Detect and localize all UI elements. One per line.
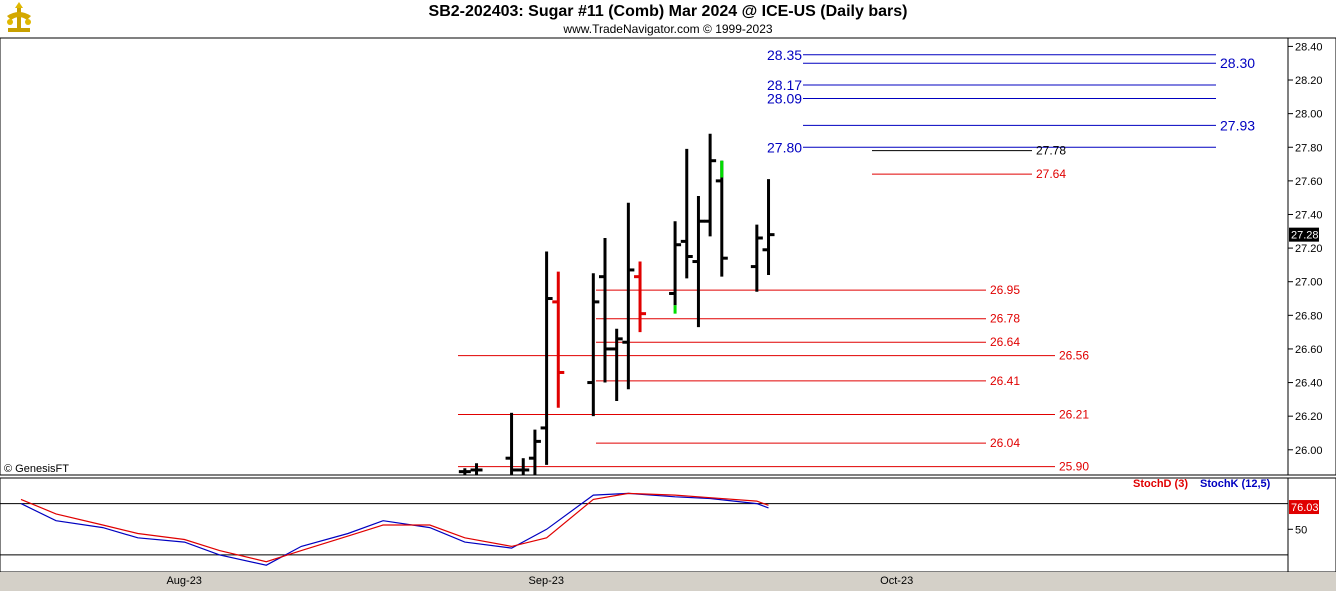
genesis-logo-icon bbox=[4, 2, 34, 34]
level-label-26-21: 26.21 bbox=[1059, 407, 1089, 421]
level-label-26-95: 26.95 bbox=[990, 283, 1020, 297]
level-label-25-90: 25.90 bbox=[1059, 460, 1089, 474]
stoch-tick-label: 50 bbox=[1295, 524, 1307, 536]
stoch-line-d bbox=[20, 492, 769, 563]
price-pane-frame bbox=[0, 37, 1289, 476]
price-tick-label: 27.80 bbox=[1295, 142, 1323, 154]
ohlc-bar bbox=[610, 328, 623, 402]
last-price-tag bbox=[1289, 227, 1319, 242]
stoch-legend-item: StochK (12,5) bbox=[1200, 478, 1271, 490]
stochastic-pane: 50 StochD (3) StochK (12,5) 76.03 bbox=[0, 477, 1336, 573]
price-pane: 26.00 26.20 26.40 26.60 26.80 27.00 27.20 27.40… bbox=[0, 37, 1336, 476]
price-tick-label: 26.20 bbox=[1295, 411, 1323, 423]
x-tick-label: Aug-23 bbox=[166, 575, 201, 587]
chart-title: SB2-202403: Sugar #11 (Comb) Mar 2024 @ … bbox=[428, 3, 908, 20]
ohlc-bar bbox=[750, 224, 763, 292]
ohlc-bar bbox=[599, 238, 611, 383]
ohlc-bar bbox=[715, 160, 728, 277]
level-label-28-09: 28.09 bbox=[767, 91, 802, 107]
ohlc-bar bbox=[552, 271, 565, 408]
level-label-28-17: 28.17 bbox=[767, 77, 802, 93]
level-label-26-78: 26.78 bbox=[990, 312, 1020, 326]
ohlc-bar bbox=[587, 273, 600, 417]
price-tick-label: 26.80 bbox=[1295, 310, 1323, 322]
chart-header: SB2-202403: Sugar #11 (Comb) Mar 2024 @ … bbox=[0, 0, 1336, 38]
price-tick-label: 27.60 bbox=[1295, 176, 1323, 188]
price-axis-frame bbox=[1287, 37, 1336, 476]
ohlc-bar bbox=[517, 458, 530, 475]
ohlc-bar bbox=[680, 148, 693, 279]
ohlc-bar bbox=[540, 251, 553, 465]
ohlc-bar bbox=[458, 468, 471, 475]
level-label-27-80: 27.80 bbox=[767, 139, 802, 155]
x-tick-label: Sep-23 bbox=[529, 575, 564, 587]
stoch-line-k bbox=[20, 492, 769, 566]
price-tick-label: 28.20 bbox=[1295, 75, 1323, 87]
ohlc-bar bbox=[762, 179, 775, 275]
ohlc-bar bbox=[528, 429, 541, 475]
price-tick-label: 26.60 bbox=[1295, 344, 1323, 356]
ohlc-bar bbox=[505, 412, 518, 475]
level-label-28-30: 28.30 bbox=[1220, 55, 1255, 71]
stoch-last-label: 76.03 bbox=[1291, 502, 1319, 514]
ohlc-bar bbox=[669, 221, 682, 306]
price-tick-label: 27.20 bbox=[1295, 243, 1323, 255]
level-label-26-56: 26.56 bbox=[1059, 349, 1089, 363]
price-tick-label: 26.00 bbox=[1295, 445, 1323, 457]
level-label-28-35: 28.35 bbox=[767, 47, 802, 63]
ohlc-bar bbox=[470, 463, 483, 475]
price-tick-label: 27.40 bbox=[1295, 209, 1323, 221]
price-tick-label: 28.00 bbox=[1295, 109, 1323, 121]
ohlc-bar bbox=[622, 202, 635, 390]
chart-subtitle: www.TradeNavigator.com © 1999-2023 bbox=[563, 22, 773, 36]
ohlc-bar bbox=[704, 133, 717, 237]
price-tick-label: 27.00 bbox=[1295, 277, 1323, 289]
stoch-legend-item: StochD (3) bbox=[1133, 478, 1188, 490]
level-label-26-41: 26.41 bbox=[990, 374, 1020, 388]
level-label-27-93: 27.93 bbox=[1220, 117, 1255, 133]
level-label-26-04: 26.04 bbox=[990, 436, 1020, 450]
x-axis: Aug-23 Sep-23 Oct-23 bbox=[0, 572, 1336, 591]
ohlc-bar bbox=[692, 195, 705, 328]
stoch-pane-frame bbox=[0, 477, 1289, 573]
x-axis-bar bbox=[0, 572, 1336, 591]
level-label-26-64: 26.64 bbox=[990, 335, 1020, 349]
price-tick-label: 26.40 bbox=[1295, 378, 1323, 390]
copyright-label: © GenesisFT bbox=[4, 463, 69, 475]
last-price-label: 27.28 bbox=[1291, 230, 1319, 242]
ohlc-bar bbox=[634, 261, 647, 333]
price-tick-label: 28.40 bbox=[1295, 41, 1323, 53]
stoch-last-tag bbox=[1289, 500, 1319, 515]
level-label-27-64: 27.64 bbox=[1036, 167, 1066, 181]
x-tick-label: Oct-23 bbox=[880, 575, 913, 587]
level-label-27-78: 27.78 bbox=[1036, 144, 1066, 158]
